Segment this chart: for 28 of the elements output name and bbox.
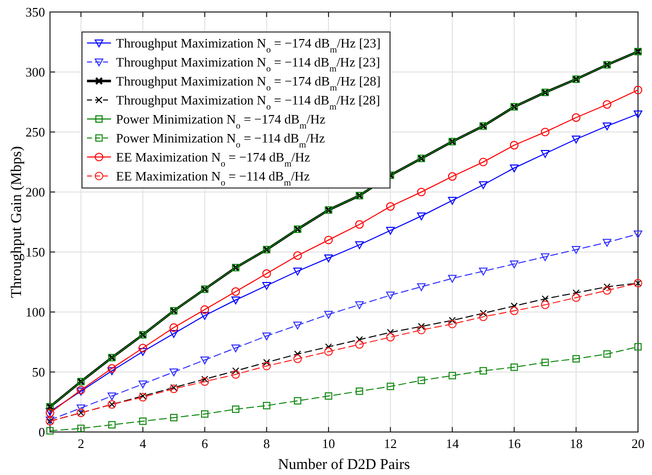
y-tick-label: 200 bbox=[26, 184, 45, 200]
y-tick-label: 50 bbox=[32, 364, 45, 380]
y-tick-label: 150 bbox=[26, 244, 45, 260]
y-tick-label: 250 bbox=[26, 124, 45, 140]
x-tick-label: 16 bbox=[508, 436, 522, 451]
legend-label: Power Minimization N$_{o}$ = −114 dB$_{m}$/Hz bbox=[116, 130, 326, 150]
legend-label: EE Maximization N$_{o}$ = −174 dB$_{m}$/Hz bbox=[116, 150, 310, 168]
x-tick-label: 10 bbox=[322, 436, 336, 451]
x-tick-label: 4 bbox=[140, 436, 147, 451]
x-tick-label: 20 bbox=[632, 436, 644, 451]
y-tick-label: 300 bbox=[26, 64, 45, 80]
x-tick-label: 2 bbox=[78, 436, 84, 451]
y-axis-title: Throughput Gain (Mbps) bbox=[9, 146, 25, 298]
legend-label: Throughput Maximization N$_{o}$ = −174 dB$_{m}$/Hz [23] bbox=[116, 36, 381, 54]
legend-label: Throughput Maximization N$_{o}$ = −114 dB$_{m}$/Hz [28] bbox=[116, 92, 380, 112]
legend-label: Power Minimization N$_{o}$ = −174 dB$_{m}$/Hz bbox=[116, 112, 326, 130]
x-axis-title: Number of D2D Pairs bbox=[278, 457, 410, 473]
legend-label: EE Maximization N$_{o}$ = −114 dB$_{m}$/Hz bbox=[116, 168, 310, 188]
y-tick-label: 350 bbox=[26, 4, 45, 20]
x-tick-label: 12 bbox=[384, 436, 397, 451]
legend-label: Throughput Maximization N$_{o}$ = −174 dB$_{m}$/Hz [28] bbox=[116, 74, 381, 92]
legend-label: Throughput Maximization N$_{o}$ = −114 dB$_{m}$/Hz [23] bbox=[116, 54, 380, 74]
x-tick-label: 18 bbox=[570, 436, 583, 451]
y-tick-label: 100 bbox=[26, 304, 45, 320]
y-tick-label: 0 bbox=[38, 424, 45, 440]
x-tick-label: 14 bbox=[446, 436, 460, 451]
x-tick-label: 6 bbox=[201, 436, 208, 451]
x-tick-label: 8 bbox=[263, 436, 270, 451]
